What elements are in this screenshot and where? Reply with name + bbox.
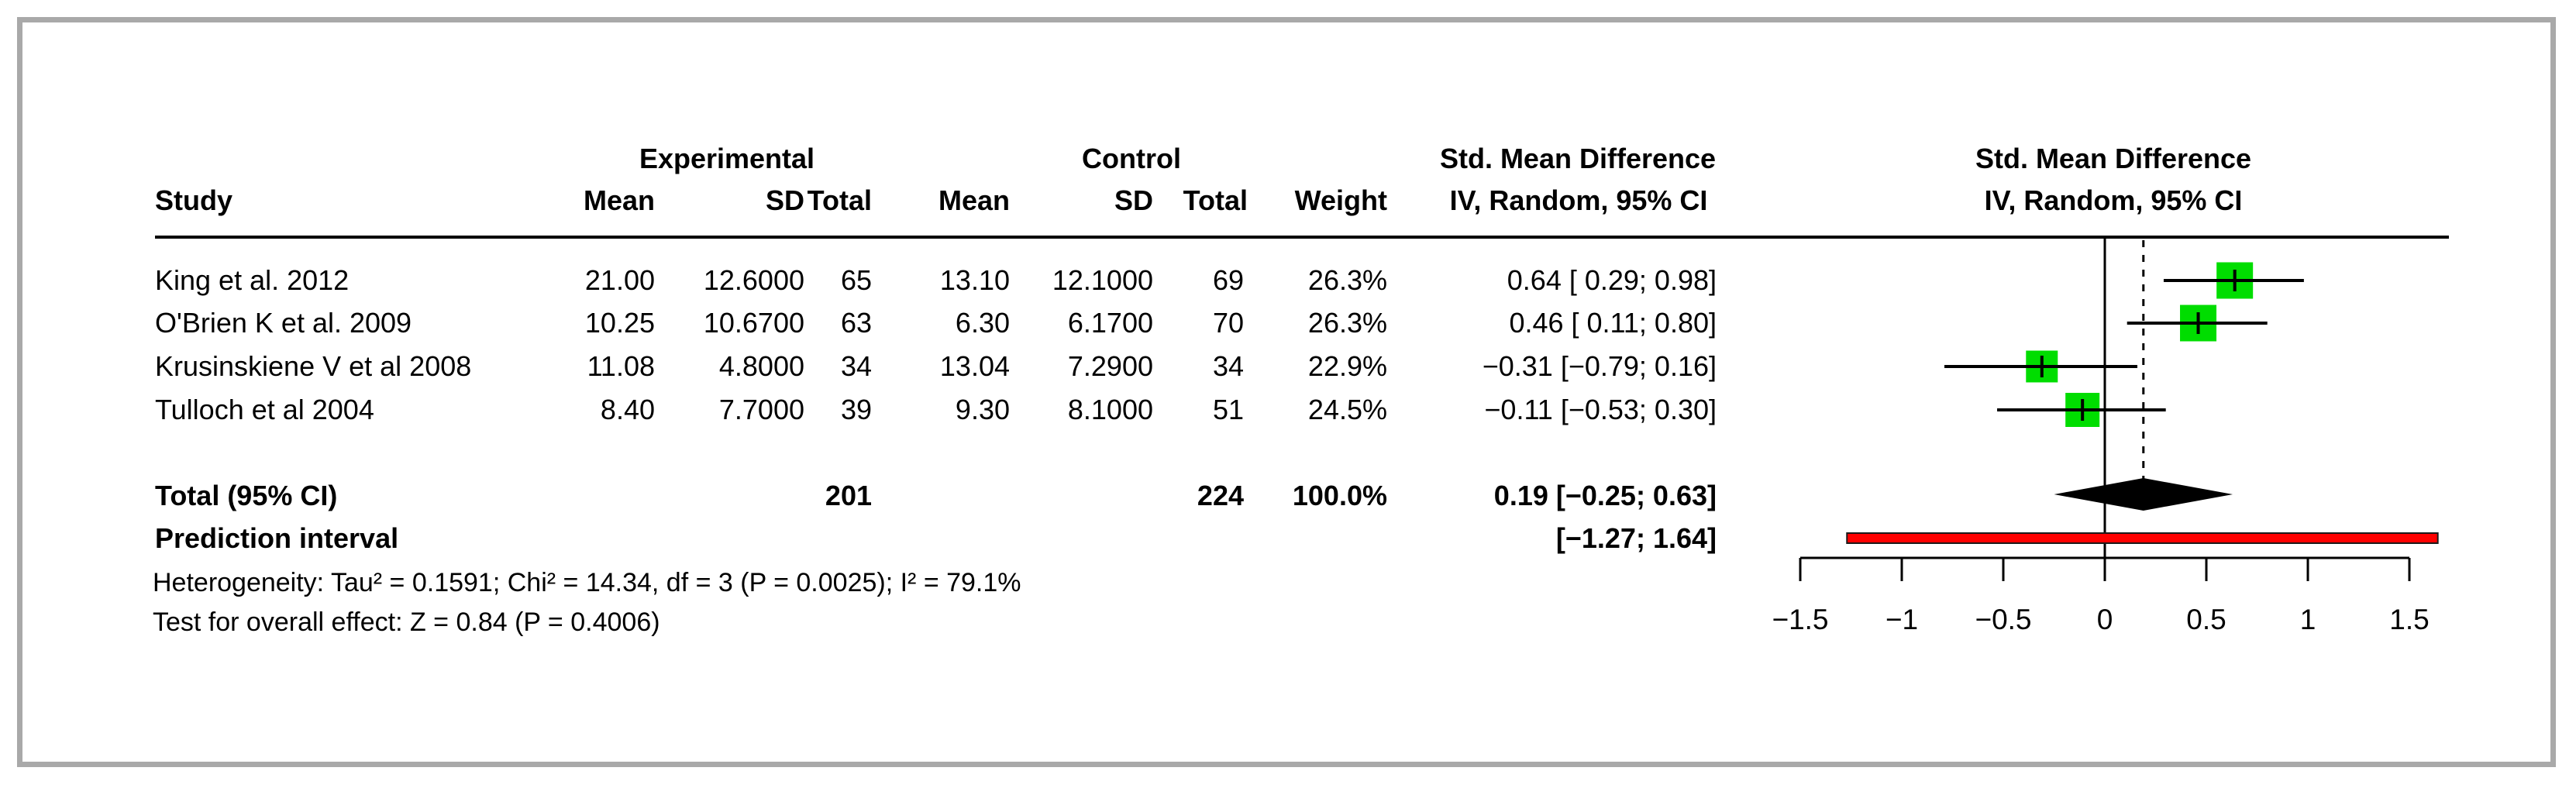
weight: 22.9% (1307, 350, 1387, 382)
exp-total: 34 (840, 350, 872, 382)
ctl-total: 34 (1212, 350, 1244, 382)
x-axis-tick-label: −1.5 (1772, 604, 1828, 635)
smd-ci-text: −0.31 [−0.79; 0.16] (1482, 350, 1717, 382)
ctl-sd: 8.1000 (1067, 394, 1153, 425)
exp-total: 39 (840, 394, 872, 425)
header-col-ctl-mean: Mean (938, 184, 1010, 216)
ctl-sd: 12.1000 (1052, 264, 1153, 296)
exp-mean: 21.00 (584, 264, 655, 296)
exp-sd: 12.6000 (703, 264, 804, 296)
figure-border-frame (17, 17, 2556, 767)
weight: 26.3% (1307, 264, 1387, 296)
exp-sd: 10.6700 (703, 307, 804, 339)
ctl-mean: 6.30 (955, 307, 1010, 339)
ctl-mean: 9.30 (955, 394, 1010, 425)
ctl-mean: 13.04 (939, 350, 1010, 382)
ctl-total: 51 (1212, 394, 1244, 425)
header-smd-right-line2: IV, Random, 95% CI (1984, 184, 2243, 216)
heterogeneity-note: Heterogeneity: Tau² = 0.1591; Chi² = 14.… (153, 568, 1021, 597)
header-group-control: Control (1082, 143, 1181, 174)
ctl-total: 70 (1212, 307, 1244, 339)
header-separator-line (155, 236, 2449, 239)
header-smd-right-line1: Std. Mean Difference (1975, 143, 2252, 174)
total-smd-ci: 0.19 [−0.25; 0.63] (1493, 480, 1717, 511)
total-ctl-total: 224 (1197, 480, 1244, 511)
header-col-exp-sd: SD (765, 184, 804, 216)
header-col-exp-total: Total (807, 184, 872, 216)
prediction-label: Prediction interval (155, 522, 399, 554)
x-axis-tick-label: 1.5 (2389, 604, 2429, 635)
total-label: Total (95% CI) (155, 480, 338, 511)
header-col-exp-mean: Mean (583, 184, 655, 216)
exp-mean: 10.25 (584, 307, 655, 339)
x-axis-tick-label: 0.5 (2186, 604, 2226, 635)
study-name: O'Brien K et al. 2009 (155, 307, 412, 339)
total-weight: 100.0% (1292, 480, 1387, 511)
header-col-ctl-sd: SD (1114, 184, 1153, 216)
prediction-ci: [−1.27; 1.64] (1555, 522, 1717, 554)
x-axis-tick-label: 0 (2097, 604, 2113, 635)
x-axis-tick-label: −0.5 (1975, 604, 2031, 635)
exp-mean: 8.40 (600, 394, 655, 425)
x-axis-tick-label: 1 (2300, 604, 2316, 635)
header-col-ctl-total: Total (1183, 184, 1248, 216)
header-smd-left-line1: Std. Mean Difference (1439, 143, 1717, 174)
prediction-interval-bar (1846, 532, 2439, 544)
ctl-mean: 13.10 (939, 264, 1010, 296)
weight: 26.3% (1307, 307, 1387, 339)
study-name: King et al. 2012 (155, 264, 350, 296)
header-smd-left-line2: IV, Random, 95% CI (1449, 184, 1708, 216)
exp-sd: 4.8000 (718, 350, 804, 382)
exp-sd: 7.7000 (718, 394, 804, 425)
ctl-total: 69 (1212, 264, 1244, 296)
total-exp-total: 201 (825, 480, 872, 511)
exp-total: 65 (840, 264, 872, 296)
overall-effect-note: Test for overall effect: Z = 0.84 (P = 0… (153, 607, 660, 637)
header-col-study: Study (155, 184, 233, 216)
smd-ci-text: 0.46 [ 0.11; 0.80] (1509, 307, 1717, 339)
x-axis-tick-label: −1 (1886, 604, 1918, 635)
smd-ci-text: 0.64 [ 0.29; 0.98] (1507, 264, 1717, 296)
study-name: Tulloch et al 2004 (155, 394, 374, 425)
overall-diamond (2054, 478, 2233, 511)
ctl-sd: 6.1700 (1067, 307, 1153, 339)
weight: 24.5% (1307, 394, 1387, 425)
smd-ci-text: −0.11 [−0.53; 0.30] (1484, 394, 1717, 425)
header-col-weight: Weight (1294, 184, 1387, 216)
study-name: Krusinskiene V et al 2008 (155, 350, 472, 382)
header-group-experimental: Experimental (639, 143, 815, 174)
exp-mean: 11.08 (587, 350, 655, 382)
exp-total: 63 (840, 307, 872, 339)
ctl-sd: 7.2900 (1067, 350, 1153, 382)
